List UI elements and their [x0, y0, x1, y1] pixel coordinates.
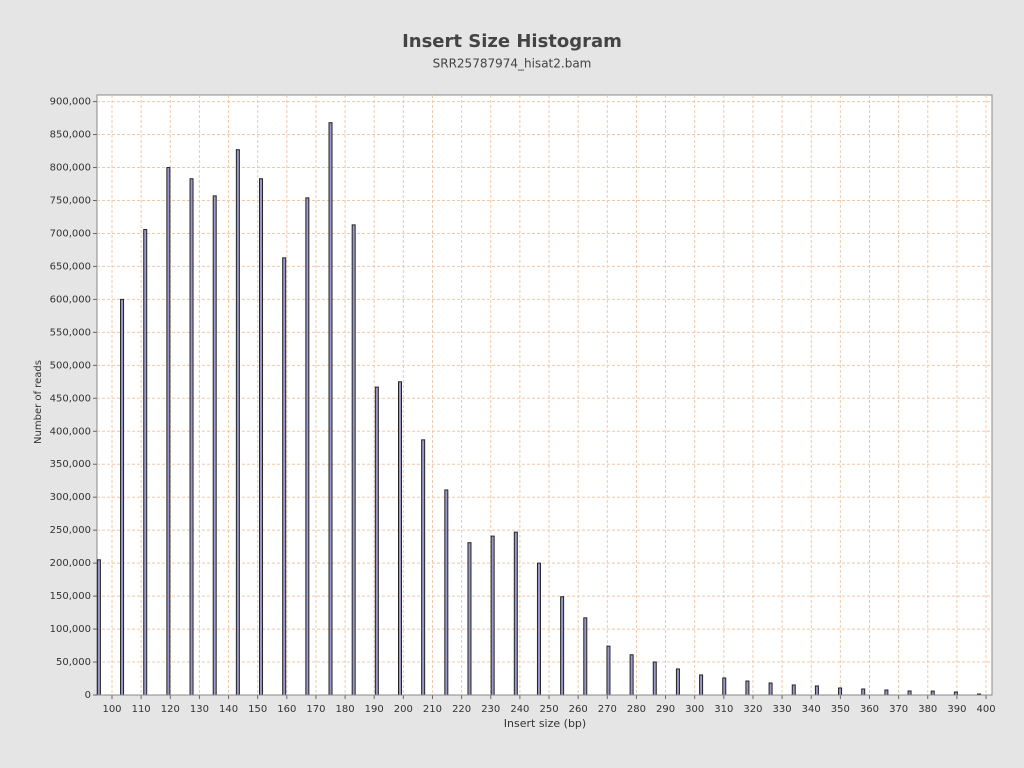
- x-tick-label: 140: [219, 704, 238, 715]
- x-tick-label: 150: [248, 704, 267, 715]
- bar: [652, 661, 657, 696]
- bar: [374, 386, 379, 696]
- y-tick-label: 750,000: [50, 195, 91, 206]
- x-tick-label: 210: [423, 704, 442, 715]
- bar: [444, 489, 449, 696]
- y-tick-label: 50,000: [56, 657, 91, 668]
- x-tick-label: 260: [569, 704, 588, 715]
- y-axis-label: Number of reads: [33, 360, 44, 444]
- bar: [745, 680, 750, 696]
- bar: [212, 195, 217, 696]
- x-tick-label: 320: [743, 704, 762, 715]
- x-tick-label: 200: [394, 704, 413, 715]
- x-tick-label: 330: [773, 704, 792, 715]
- bar: [675, 668, 680, 696]
- y-tick-label: 450,000: [50, 393, 91, 404]
- bar: [699, 674, 704, 696]
- x-tick-label: 130: [190, 704, 209, 715]
- y-tick-label: 350,000: [50, 459, 91, 470]
- x-tick-label: 240: [510, 704, 529, 715]
- bar: [189, 178, 194, 696]
- x-tick-label: 340: [802, 704, 821, 715]
- bar: [861, 688, 866, 696]
- bar: [421, 439, 426, 696]
- bar: [166, 167, 171, 696]
- bar: [930, 690, 935, 696]
- x-axis-label: Insert size (bp): [504, 717, 586, 730]
- bar: [838, 687, 843, 696]
- bar: [513, 531, 518, 696]
- y-tick-label: 0: [85, 690, 91, 701]
- y-tick-label: 600,000: [50, 294, 91, 305]
- x-tick-label: 190: [365, 704, 384, 715]
- bar: [884, 689, 889, 696]
- bar: [814, 685, 819, 696]
- y-tick-label: 250,000: [50, 525, 91, 536]
- bar: [490, 535, 495, 696]
- x-tick-label: 170: [306, 704, 325, 715]
- bar: [328, 122, 333, 696]
- bar: [583, 617, 588, 696]
- bar: [907, 690, 912, 696]
- bar: [235, 149, 240, 696]
- x-tick-label: 110: [132, 704, 151, 715]
- x-tick-label: 350: [831, 704, 850, 715]
- x-tick-label: 160: [277, 704, 296, 715]
- chart-title: Insert Size Histogram: [402, 31, 622, 52]
- x-tick-label: 360: [860, 704, 879, 715]
- x-tick-label: 230: [481, 704, 500, 715]
- bar: [791, 684, 796, 696]
- x-tick-label: 180: [336, 704, 355, 715]
- bar: [536, 562, 541, 696]
- bar: [259, 178, 264, 696]
- x-tick-label: 270: [598, 704, 617, 715]
- bar: [143, 229, 148, 696]
- x-tick-label: 250: [539, 704, 558, 715]
- bar: [397, 381, 402, 696]
- plot-area: [96, 94, 993, 696]
- x-tick-label: 280: [627, 704, 646, 715]
- y-tick-label: 900,000: [50, 97, 91, 108]
- y-tick-label: 850,000: [50, 130, 91, 141]
- x-tick-label: 300: [685, 704, 704, 715]
- x-tick-label: 400: [976, 704, 995, 715]
- y-tick-label: 400,000: [50, 426, 91, 437]
- bar: [467, 542, 472, 696]
- x-tick-label: 310: [714, 704, 733, 715]
- x-tick-label: 370: [889, 704, 908, 715]
- x-tick-label: 380: [918, 704, 937, 715]
- y-tick-label: 100,000: [50, 624, 91, 635]
- y-tick-label: 300,000: [50, 492, 91, 503]
- x-tick-label: 290: [656, 704, 675, 715]
- y-tick-label: 150,000: [50, 591, 91, 602]
- bar: [305, 197, 310, 696]
- y-tick-label: 700,000: [50, 228, 91, 239]
- x-tick-label: 120: [161, 704, 180, 715]
- y-tick-label: 800,000: [50, 163, 91, 174]
- x-tick-label: 100: [102, 704, 121, 715]
- y-tick-label: 200,000: [50, 558, 91, 569]
- chart-subtitle: SRR25787974_hisat2.bam: [433, 57, 592, 71]
- x-tick-label: 220: [452, 704, 471, 715]
- y-tick-label: 550,000: [50, 327, 91, 338]
- bar: [606, 645, 611, 696]
- bar: [768, 682, 773, 696]
- bar: [351, 224, 356, 696]
- x-tick-label: 390: [947, 704, 966, 715]
- bar: [96, 559, 101, 696]
- y-tick-label: 650,000: [50, 261, 91, 272]
- bar: [629, 654, 634, 696]
- y-tick-label: 500,000: [50, 360, 91, 371]
- bar: [282, 257, 287, 696]
- bar: [120, 298, 125, 696]
- bar: [722, 677, 727, 696]
- bar: [560, 596, 565, 696]
